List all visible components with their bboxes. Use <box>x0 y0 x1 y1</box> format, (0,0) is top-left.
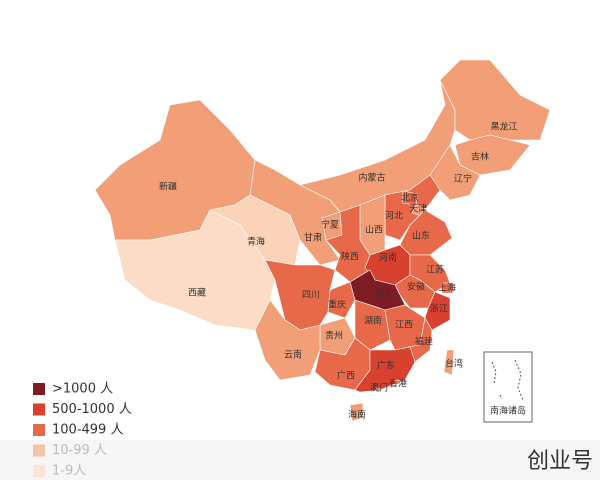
province <box>354 299 391 351</box>
map <box>94 59 551 422</box>
legend-label: >1000 人 <box>52 382 113 397</box>
province-label: 安徽 <box>407 281 425 293</box>
legend-swatch <box>33 444 45 457</box>
province-label: 内蒙古 <box>358 172 385 184</box>
province-label: 重庆 <box>328 299 346 311</box>
province-label: 江西 <box>395 320 413 331</box>
province <box>375 387 381 393</box>
bottom-bar <box>0 440 600 480</box>
province <box>264 259 336 331</box>
province-label: 广东 <box>377 360 395 372</box>
province-label: 黑龙江 <box>490 121 517 133</box>
province-label: 辽宁 <box>454 173 472 185</box>
province-label: 山东 <box>412 230 430 242</box>
province-label: 西藏 <box>188 287 206 299</box>
province-label: 云南 <box>284 349 302 361</box>
province-label: 浙江 <box>430 303 448 315</box>
province-label: 北京 <box>401 192 419 204</box>
legend-swatch <box>33 383 45 395</box>
province <box>394 379 401 385</box>
province-label: 宁夏 <box>321 219 339 231</box>
province <box>114 209 276 331</box>
inset-label: 南海诸岛 <box>490 405 526 417</box>
province-label: 香港 <box>389 378 407 390</box>
legend-label: 1-9人 <box>52 464 86 479</box>
province-label: 广西 <box>337 370 355 382</box>
province <box>443 349 455 376</box>
inset-box <box>483 351 533 423</box>
province-label: 陕西 <box>341 251 359 263</box>
province <box>349 402 364 422</box>
legend-label: 10-99 人 <box>52 443 107 458</box>
legend-label: 100-499 人 <box>52 423 123 438</box>
province-label: 河北 <box>385 210 403 222</box>
legend-swatch <box>33 465 45 477</box>
province-label: 天津 <box>409 204 427 215</box>
legend: >1000 人 500-1000 人 100-499 人 10-99 人 1-9人 <box>33 382 132 479</box>
province-label: 江苏 <box>426 264 444 276</box>
province <box>441 282 454 294</box>
province-label: 新疆 <box>159 181 177 193</box>
province-label: 河南 <box>379 252 397 264</box>
legend-swatch <box>33 403 45 416</box>
province-label: 贵州 <box>325 330 343 342</box>
province-label: 湖南 <box>364 315 382 327</box>
province-label: 海南 <box>348 409 366 421</box>
province-label: 四川 <box>302 291 320 301</box>
province-label: 山西 <box>365 225 383 236</box>
province-label: 台湾 <box>445 358 463 370</box>
province-label: 澳门 <box>370 382 388 394</box>
province <box>439 59 551 141</box>
province-label: 湖北 <box>375 289 393 300</box>
province <box>254 299 321 381</box>
province-label: 吉林 <box>471 151 489 163</box>
province-label: 上海 <box>438 282 456 294</box>
legend-swatch <box>33 424 45 436</box>
legend-label: 500-1000 人 <box>52 402 132 417</box>
watermark: 创业号 <box>527 449 593 474</box>
province-label: 青海 <box>247 236 265 248</box>
inset-islands <box>491 359 524 401</box>
province-label: 福建 <box>415 336 433 348</box>
province-label: 甘肃 <box>304 232 322 244</box>
